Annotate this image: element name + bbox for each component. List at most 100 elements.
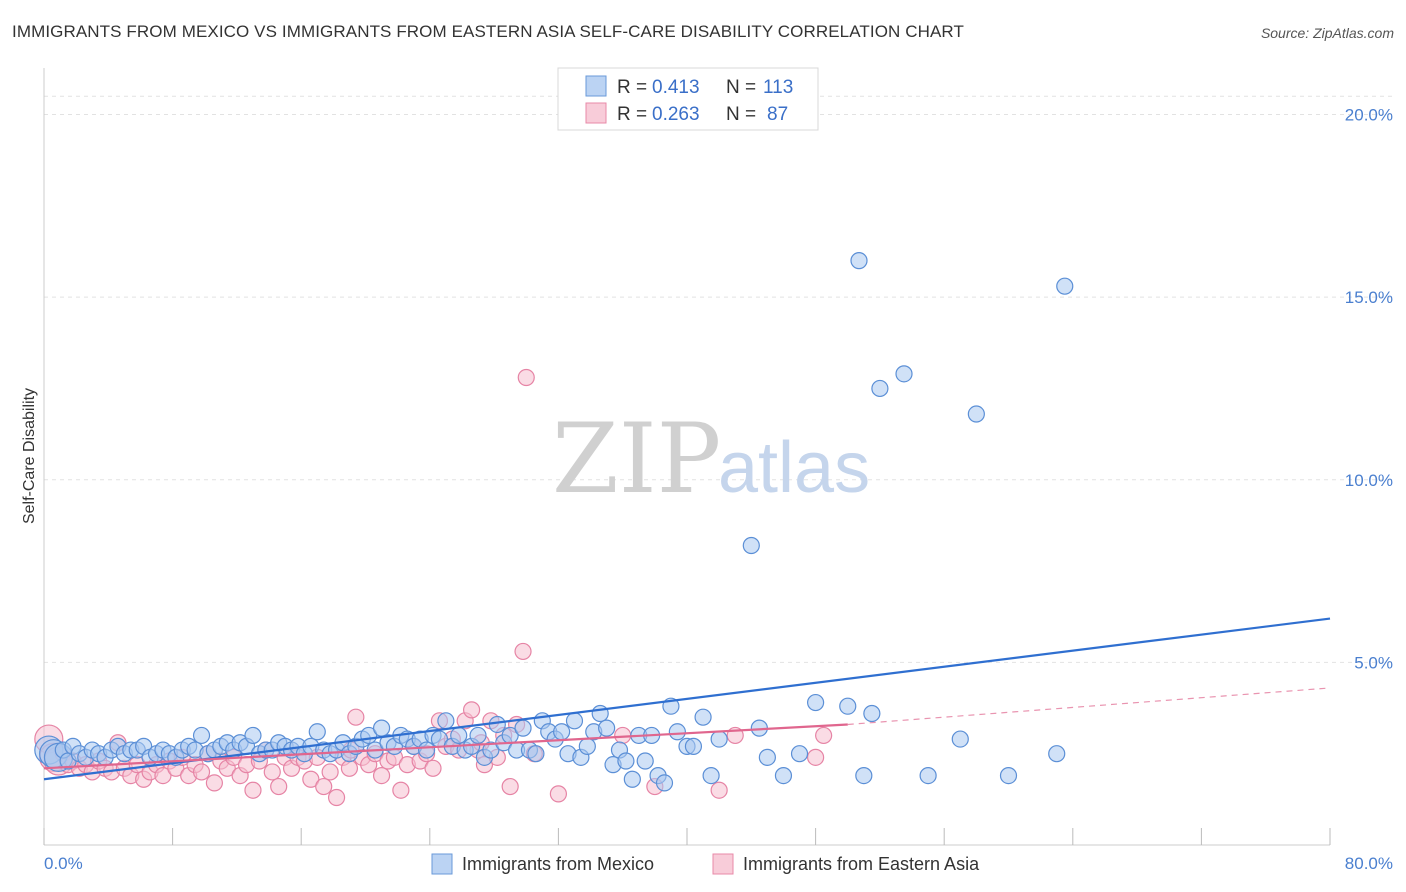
- bottom-legend: Immigrants from Mexico Immigrants from E…: [431, 853, 980, 875]
- axes: [43, 68, 1331, 846]
- point-asia: [549, 785, 568, 803]
- point-asia: [244, 781, 262, 799]
- legend-swatch-asia: [585, 102, 607, 124]
- point-mexico: [578, 737, 596, 755]
- point-asia: [424, 759, 442, 777]
- point-mexico: [244, 726, 262, 745]
- point-asia: [710, 781, 728, 799]
- point-mexico: [694, 708, 712, 726]
- chart-title: IMMIGRANTS FROM MEXICO VS IMMIGRANTS FRO…: [12, 22, 964, 41]
- y-tick-labels: 5.0% 10.0% 15.0% 20.0%: [1345, 106, 1393, 673]
- point-asia: [347, 708, 365, 726]
- y-tick-label: 10.0%: [1345, 471, 1393, 490]
- point-mexico: [895, 365, 913, 383]
- point-mexico: [758, 748, 776, 766]
- legend-r-label-mexico: R =: [617, 77, 647, 98]
- bottom-legend-label-asia: Immigrants from Eastern Asia: [743, 854, 980, 874]
- point-mexico: [192, 726, 211, 745]
- point-mexico: [623, 770, 641, 788]
- trend-line-asia-extension: [847, 687, 1331, 726]
- point-mexico: [437, 712, 455, 730]
- point-mexico: [702, 767, 720, 785]
- y-tick-label: 5.0%: [1354, 653, 1393, 672]
- point-mexico: [855, 767, 873, 785]
- point-mexico: [863, 704, 881, 723]
- point-asia: [192, 763, 211, 781]
- legend-box: R = 0.413 N = 113 R = 0.263 N = 87: [557, 67, 819, 131]
- point-asia: [340, 759, 359, 777]
- legend-r-label-asia: R =: [617, 104, 647, 125]
- watermark: ZIP atlas: [552, 403, 870, 515]
- point-asia: [327, 788, 346, 807]
- point-mexico: [514, 719, 532, 737]
- x-tick-labels: 0.0% 80.0%: [44, 854, 1393, 873]
- point-mexico: [919, 767, 937, 785]
- legend-r-value-mexico: 0.413: [652, 77, 700, 98]
- point-asia: [462, 701, 481, 719]
- point-mexico: [591, 704, 609, 723]
- point-mexico: [1056, 277, 1074, 295]
- point-mexico: [308, 723, 326, 741]
- point-mexico: [655, 774, 674, 792]
- series-mexico: [34, 252, 1074, 792]
- point-mexico: [565, 712, 584, 730]
- point-mexico: [553, 723, 571, 741]
- point-mexico: [372, 719, 391, 737]
- point-asia: [154, 767, 172, 785]
- point-mexico: [999, 767, 1018, 785]
- point-asia: [815, 726, 833, 745]
- point-mexico: [790, 745, 809, 763]
- point-mexico: [417, 741, 436, 759]
- trend-line-mexico: [43, 617, 1331, 781]
- bottom-legend-label-mexico: Immigrants from Mexico: [462, 854, 654, 874]
- point-mexico: [668, 723, 686, 741]
- point-asia: [302, 770, 320, 788]
- trend-line-asia: [43, 723, 848, 770]
- point-mexico: [850, 252, 868, 270]
- point-asia: [501, 777, 519, 796]
- point-mexico: [636, 752, 654, 770]
- point-mexico: [469, 726, 487, 745]
- point-mexico: [1048, 745, 1066, 763]
- point-asia: [270, 777, 288, 796]
- point-asia: [263, 763, 281, 781]
- point-mexico: [450, 726, 468, 745]
- point-mexico: [806, 693, 825, 712]
- point-mexico: [951, 730, 969, 748]
- legend-r-value-asia: 0.263: [652, 104, 700, 125]
- x-tick-label: 0.0%: [44, 854, 83, 873]
- point-mexico: [839, 697, 857, 715]
- point-asia: [514, 642, 532, 661]
- y-tick-label: 15.0%: [1345, 288, 1393, 307]
- legend-n-label-mexico: N =: [726, 77, 756, 98]
- point-mexico: [598, 719, 616, 737]
- point-mexico: [742, 536, 760, 555]
- y-axis-title: Self-Care Disability: [21, 388, 38, 524]
- point-mexico: [488, 715, 506, 734]
- x-tick-label: 80.0%: [1345, 854, 1393, 873]
- point-mexico: [527, 745, 545, 763]
- point-asia: [315, 777, 333, 796]
- point-asia: [372, 767, 391, 785]
- point-mexico: [482, 741, 500, 759]
- source-credit: Source: ZipAtlas.com: [1260, 25, 1394, 41]
- bottom-legend-swatch-mexico: [431, 853, 453, 875]
- y-tick-label: 20.0%: [1345, 106, 1393, 125]
- point-asia: [392, 781, 410, 799]
- point-mexico: [617, 752, 635, 770]
- watermark-atlas: atlas: [718, 428, 870, 508]
- point-mexico: [710, 730, 728, 748]
- point-asia: [517, 368, 535, 387]
- point-mexico: [684, 737, 703, 755]
- legend-n-value-asia: 87: [767, 104, 788, 125]
- point-asia: [806, 748, 825, 766]
- point-mexico: [871, 379, 889, 398]
- point-mexico: [774, 767, 793, 785]
- point-asia: [321, 763, 339, 781]
- watermark-zip: ZIP: [552, 403, 721, 515]
- bottom-legend-swatch-asia: [712, 853, 734, 875]
- legend-n-label-asia: N =: [726, 104, 756, 125]
- grid-lines: [44, 95, 1395, 663]
- point-asia: [205, 774, 223, 792]
